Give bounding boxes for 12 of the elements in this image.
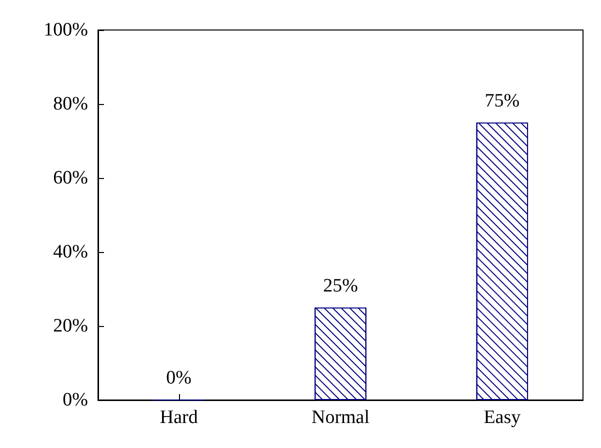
y-tick-label: 100%	[44, 20, 88, 40]
y-tick-label: 40%	[53, 242, 88, 262]
x-tick-label: Easy	[484, 407, 522, 428]
data-label: 25%	[323, 276, 358, 296]
x-tick-label: Hard	[160, 407, 198, 428]
data-label: 75%	[484, 90, 520, 112]
data-label: 0%	[166, 368, 192, 388]
y-tick-label: 80%	[53, 94, 88, 114]
y-tick-label: 20%	[53, 316, 88, 336]
y-tick-label: 0%	[62, 390, 88, 410]
y-tick-label: 60%	[53, 168, 88, 188]
x-tick-label: Normal	[311, 407, 370, 428]
